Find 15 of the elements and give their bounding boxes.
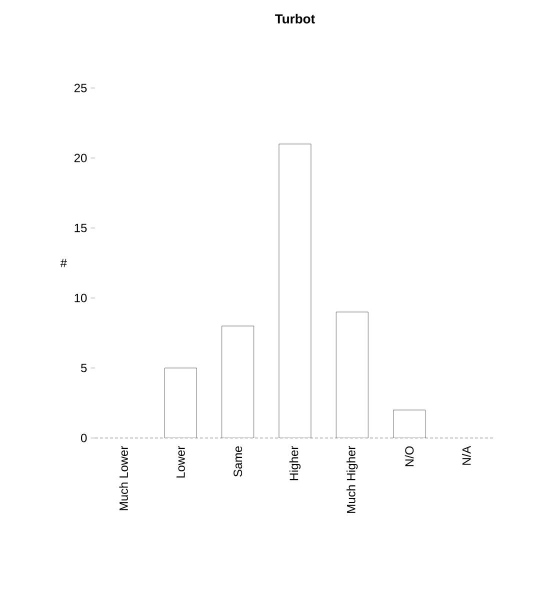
x-tick-label: N/A (462, 446, 471, 465)
x-tick-label: Lower (176, 446, 185, 478)
x-tick-label: Higher (289, 446, 301, 480)
chart-title: Turbot (275, 14, 315, 24)
y-tick-label: 20 (74, 154, 87, 162)
x-tick-label: Much Lower (119, 446, 128, 510)
x-tick-label: Much Higher (346, 446, 358, 513)
y-axis-title: # (60, 258, 67, 268)
y-tick-label: 5 (81, 364, 87, 372)
y-tick-label: 15 (74, 224, 87, 232)
y-tick-label: 25 (74, 84, 87, 92)
y-tick-label: 10 (74, 294, 87, 302)
x-tick-label: N/O (404, 446, 414, 466)
x-tick-label: Same (234, 446, 242, 477)
y-tick-label: 0 (80, 434, 87, 442)
